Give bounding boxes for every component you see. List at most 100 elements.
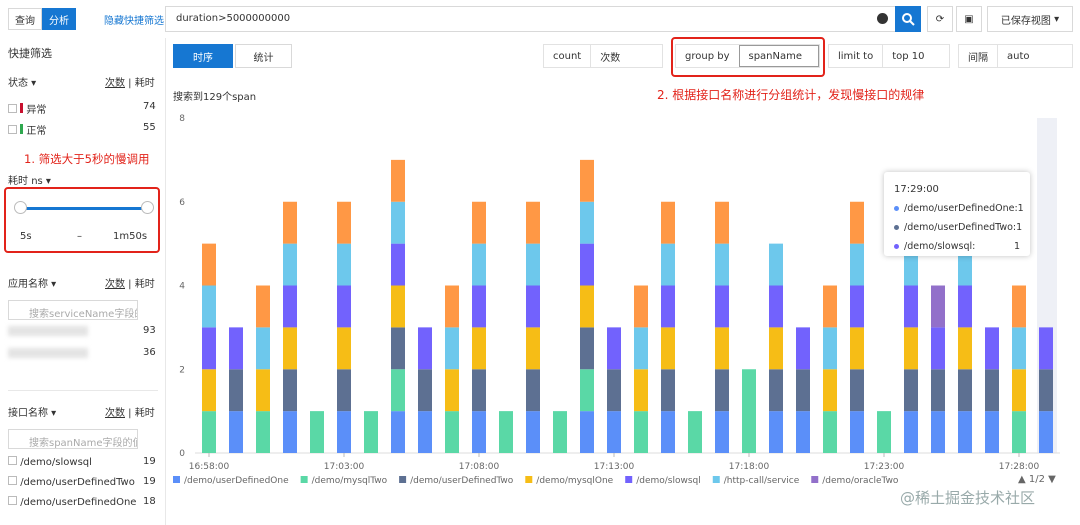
sort-count[interactable]: 次数 [105, 408, 125, 419]
status-sort[interactable]: 次数 | 耗时 [105, 78, 155, 89]
tooltip-value: 1 [1013, 241, 1020, 252]
api-title-text: 接口名称 [8, 408, 48, 419]
tab-analysis[interactable]: 分析 [42, 8, 76, 30]
status-title-text: 状态 [8, 78, 28, 89]
y-tick-label: 6 [179, 198, 185, 208]
query-input[interactable]: duration>5000000000 [165, 6, 920, 32]
app-sort[interactable]: 次数 | 耗时 [105, 279, 155, 290]
bar-segment [445, 285, 459, 328]
slider-handle[interactable] [141, 201, 154, 214]
api-sort[interactable]: 次数 | 耗时 [105, 408, 155, 419]
legend-label: /demo/slowsql [636, 476, 701, 486]
sort-duration[interactable]: 耗时 [134, 78, 155, 89]
bar-segment [256, 285, 270, 328]
tooltip-dot [894, 206, 899, 211]
bar-segment [850, 201, 864, 244]
search-button[interactable] [895, 6, 921, 32]
refresh-button[interactable]: ⟳ [927, 6, 953, 32]
bar-segment [715, 285, 729, 328]
app-title-text: 应用名称 [8, 279, 48, 290]
tab-query[interactable]: 查询 [8, 8, 42, 30]
bar-segment [931, 327, 945, 370]
bar-segment [553, 411, 567, 453]
bar-segment [580, 369, 594, 412]
legend-swatch [712, 476, 720, 483]
legend-pager[interactable]: ▲ 1/2 ▼ [1018, 474, 1056, 485]
slider-handle[interactable] [14, 201, 27, 214]
highlight-box [4, 187, 160, 253]
duration-min: 5s [20, 231, 32, 242]
bar-segment [1039, 411, 1053, 453]
saved-views-text: 已保存视图 [1000, 15, 1051, 27]
y-tick-label: 0 [179, 449, 185, 459]
watermark: @稀土掘金技术社区 [900, 489, 1036, 507]
bar-segment [526, 243, 540, 286]
bar-segment [391, 285, 405, 328]
tooltip-series: /demo/userDefinedOne: [894, 199, 1018, 218]
bar-segment [688, 411, 702, 453]
bar-segment [310, 411, 324, 453]
api-search[interactable]: 搜索spanName字段的值 [8, 429, 138, 449]
legend-page: 1/2 [1028, 474, 1045, 485]
control[interactable]: 间隔 auto [958, 44, 1073, 68]
bar-segment [472, 411, 486, 453]
control[interactable]: limit to top 10 [828, 44, 950, 68]
bar-segment [364, 411, 378, 453]
bar-segment [391, 411, 405, 453]
saved-views[interactable]: 已保存视图 ▾ [987, 6, 1073, 32]
app-title: 应用名称 ▾ [8, 279, 57, 290]
bar-segment [580, 243, 594, 286]
search-icon [902, 13, 915, 26]
view-tab-series[interactable]: 时序 [173, 44, 233, 68]
bar-segment [607, 411, 621, 453]
control[interactable]: count 次数 [543, 44, 663, 68]
bar-segment [580, 201, 594, 244]
api-item[interactable]: /demo/userDefinedOne [8, 496, 136, 508]
api-label: /demo/slowsql [20, 457, 92, 468]
clear-icon[interactable] [877, 13, 888, 24]
bar-segment [796, 327, 810, 370]
bar-segment [391, 243, 405, 286]
bar-segment [715, 201, 729, 244]
bar-segment [1039, 327, 1053, 370]
api-item[interactable]: /demo/userDefinedTwo [8, 476, 135, 488]
status-item[interactable]: 异常 [8, 101, 46, 116]
blurred-app[interactable] [8, 326, 88, 336]
control[interactable]: group by spanName [675, 44, 820, 68]
bar-segment [1039, 369, 1053, 412]
view-tab-stats[interactable]: 统计 [235, 44, 292, 68]
sort-duration[interactable]: 耗时 [134, 408, 155, 419]
bar-segment [850, 369, 864, 412]
bar-segment [877, 411, 891, 453]
app-search[interactable]: 搜索serviceName字段的 [8, 300, 138, 320]
api-search-placeholder: 搜索spanName字段的值 [29, 438, 138, 449]
view-tab-text: 时序 [193, 52, 213, 64]
blurred-app[interactable] [8, 348, 88, 358]
bar-segment [283, 369, 297, 412]
bar-segment [958, 369, 972, 412]
sort-count[interactable]: 次数 [105, 279, 125, 290]
control-label: group by [685, 50, 730, 62]
bar-segment [904, 327, 918, 370]
bar-segment [958, 411, 972, 453]
sidebar-title: 快捷筛选 [8, 47, 52, 60]
bar-segment [634, 285, 648, 328]
bar-segment [985, 411, 999, 453]
status-item[interactable]: 正常 [8, 122, 46, 137]
bar-segment [472, 327, 486, 370]
legend-label: /demo/mysqlOne [536, 476, 613, 486]
x-tick-label: 16:58:00 [189, 462, 230, 472]
legend-swatch [173, 476, 180, 483]
bar-segment [256, 411, 270, 453]
bar-segment [634, 327, 648, 370]
save-button[interactable]: ▣ [956, 6, 982, 32]
bar-segment [580, 285, 594, 328]
hide-filter[interactable]: 隐藏快捷筛选 [90, 12, 164, 27]
bar-segment [661, 285, 675, 328]
bar-segment [202, 327, 216, 370]
sort-count[interactable]: 次数 [105, 78, 125, 89]
sort-duration[interactable]: 耗时 [134, 279, 155, 290]
api-item[interactable]: /demo/slowsql [8, 456, 92, 468]
annotation: 1. 筛选大于5秒的慢调用 [24, 152, 150, 166]
bar-segment [661, 201, 675, 244]
